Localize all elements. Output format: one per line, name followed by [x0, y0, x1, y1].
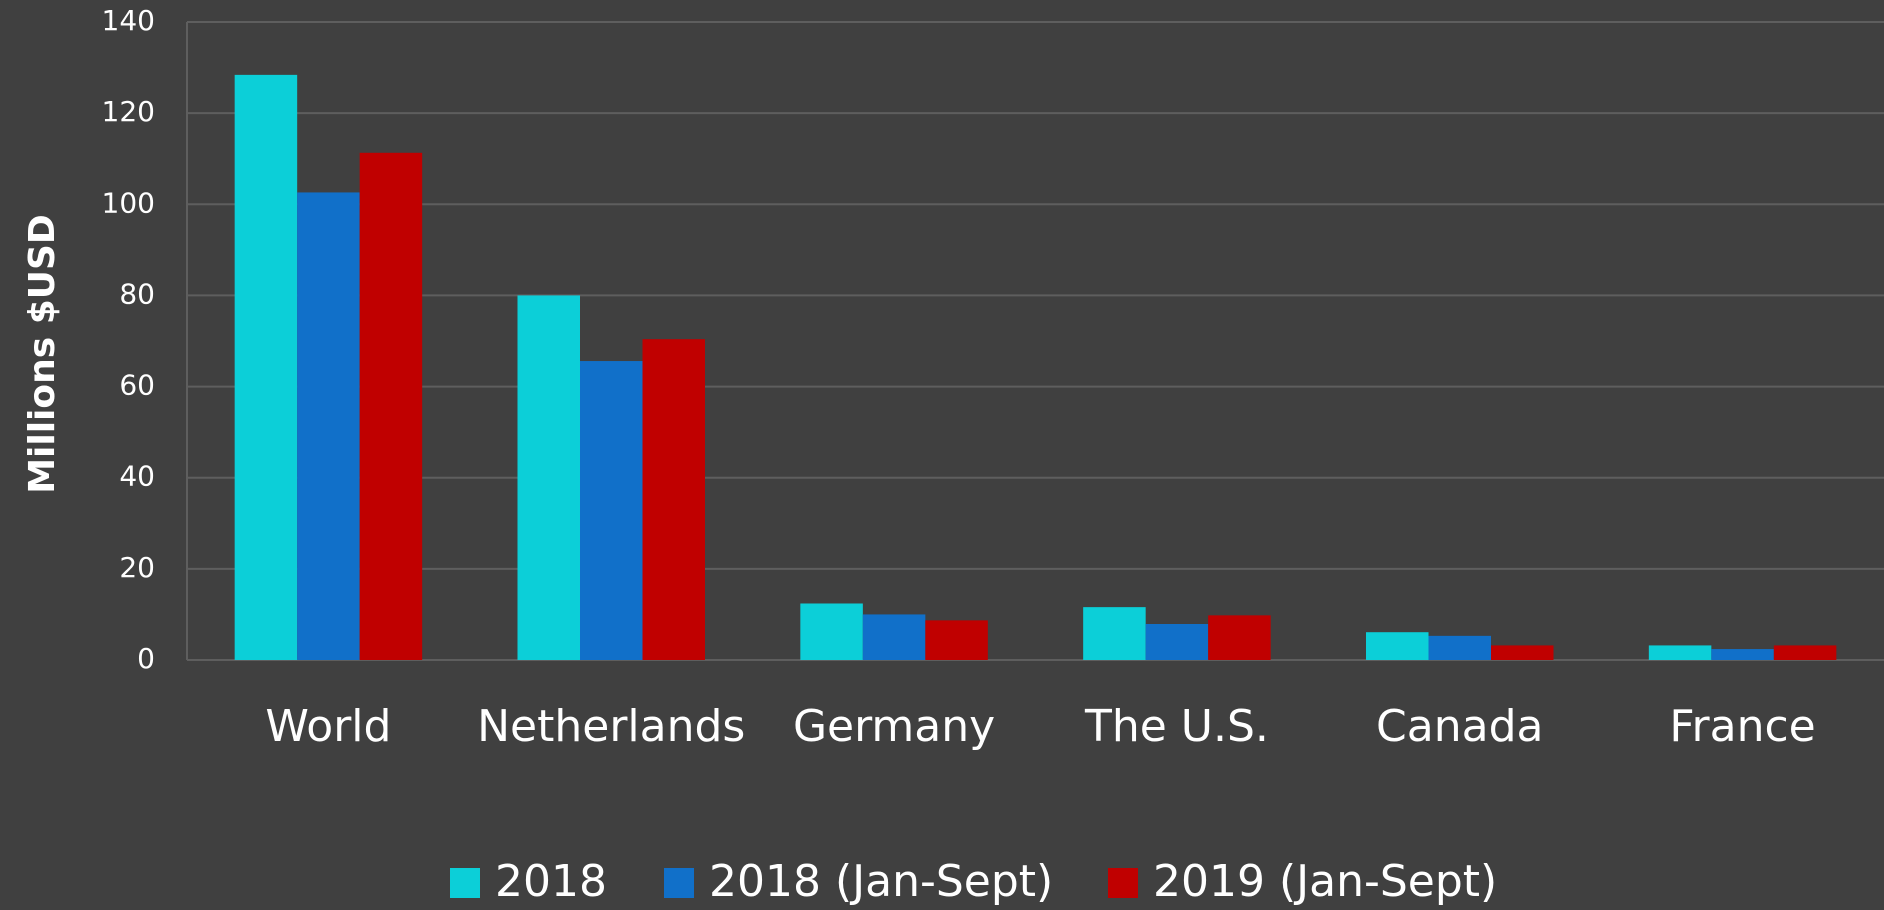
- bar: [642, 339, 705, 660]
- y-axis-title: Millions $USD: [22, 214, 63, 494]
- bar: [1208, 615, 1271, 660]
- y-tick-label: 100: [102, 186, 155, 219]
- bar: [234, 74, 298, 660]
- bar: [1083, 607, 1146, 660]
- bar: [1491, 645, 1554, 660]
- legend-swatch: [1108, 868, 1138, 898]
- bar: [925, 620, 988, 660]
- bar: [1648, 645, 1712, 660]
- y-tick-label: 60: [119, 369, 155, 402]
- legend-label: 2019 (Jan-Sept): [1153, 856, 1497, 907]
- x-tick-label: World: [265, 701, 391, 752]
- y-tick-label: 140: [102, 4, 155, 37]
- legend-label: 2018: [495, 856, 607, 907]
- bar: [1145, 623, 1209, 660]
- bar: [1366, 632, 1429, 660]
- y-tick-label: 80: [119, 277, 155, 310]
- y-tick-label: 40: [119, 460, 155, 493]
- bar: [800, 603, 863, 660]
- bar: [1773, 645, 1837, 660]
- bar: [1428, 635, 1491, 660]
- legend-swatch: [664, 868, 694, 898]
- bar: [862, 614, 926, 660]
- x-tick-label: Germany: [793, 701, 995, 752]
- bar: [517, 295, 580, 660]
- bar: [297, 192, 360, 661]
- x-tick-label: France: [1669, 701, 1815, 752]
- legend-swatch: [450, 868, 480, 898]
- x-tick-label: Canada: [1376, 701, 1543, 752]
- bar: [580, 361, 643, 660]
- legend-label: 2018 (Jan-Sept): [709, 856, 1053, 907]
- y-tick-label: 120: [102, 95, 155, 128]
- y-tick-label: 0: [137, 642, 155, 675]
- x-tick-label: The U.S.: [1084, 701, 1269, 752]
- x-tick-label: Netherlands: [477, 701, 745, 752]
- y-tick-label: 20: [119, 551, 155, 584]
- bar: [359, 152, 423, 661]
- bar: [1711, 649, 1774, 660]
